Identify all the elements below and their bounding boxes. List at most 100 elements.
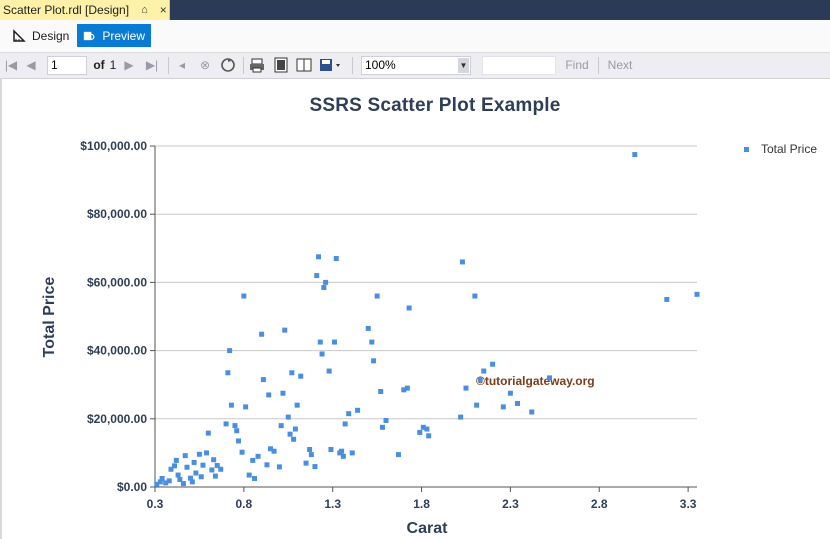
data-point [184, 464, 190, 470]
data-point [241, 293, 247, 299]
data-point [463, 385, 469, 391]
data-point [266, 392, 272, 398]
data-point [307, 446, 313, 452]
data-point [339, 448, 345, 454]
first-page-icon[interactable]: |◀ [4, 58, 18, 72]
previous-page-icon[interactable]: ◀ [26, 58, 36, 72]
data-point [349, 450, 355, 456]
data-point [314, 273, 320, 279]
data-point [417, 429, 423, 435]
data-point [378, 389, 384, 395]
data-point [355, 407, 361, 413]
data-point [420, 424, 426, 430]
print-icon[interactable] [248, 55, 266, 75]
x-tick-label: 3.3 [680, 497, 697, 511]
print-layout-icon[interactable] [272, 55, 290, 75]
data-point [298, 373, 304, 379]
data-point [365, 325, 371, 331]
data-point [342, 421, 348, 427]
of-label: of [93, 58, 105, 72]
stop-icon[interactable]: ⊗ [199, 58, 211, 72]
data-point [285, 414, 291, 420]
data-point [326, 368, 332, 374]
data-point [481, 368, 487, 374]
data-point [234, 428, 240, 434]
data-point [490, 361, 496, 367]
page-setup-icon[interactable] [295, 55, 313, 75]
data-point [333, 256, 339, 262]
total-pages-label: 1 [109, 58, 117, 72]
data-point [424, 426, 430, 432]
x-tick-label: 2.8 [591, 497, 608, 511]
data-point [227, 348, 233, 354]
data-point [225, 370, 231, 376]
back-icon[interactable]: ◂ [178, 58, 186, 72]
data-point [308, 452, 314, 458]
data-point [401, 387, 407, 393]
data-point [282, 327, 288, 333]
data-point [379, 424, 385, 430]
data-point [154, 481, 160, 487]
page-number-input[interactable]: 1 [47, 56, 87, 75]
data-point [259, 331, 265, 337]
data-point [319, 351, 325, 357]
data-point [228, 402, 234, 408]
document-tab[interactable]: Scatter Plot.rdl [Design] ⌂ × [0, 0, 170, 20]
data-point [205, 430, 211, 436]
data-point [547, 375, 553, 381]
find-button[interactable]: Find [565, 58, 589, 72]
data-point [200, 462, 206, 468]
data-point [328, 446, 334, 452]
data-point [211, 457, 217, 463]
last-page-icon[interactable]: ▶| [145, 58, 159, 72]
refresh-icon[interactable] [219, 55, 237, 75]
find-input[interactable] [482, 56, 556, 75]
data-point [255, 453, 261, 459]
data-point [189, 479, 195, 485]
preview-button[interactable]: Preview [77, 24, 151, 47]
data-point [271, 448, 277, 454]
data-point [166, 478, 172, 484]
zoom-select[interactable]: 100% ▼ [361, 56, 471, 75]
zoom-value: 100% [365, 58, 396, 72]
data-point [175, 472, 181, 478]
data-point [196, 451, 202, 457]
close-icon[interactable]: × [159, 3, 167, 17]
x-axis-title: Carat [406, 520, 448, 537]
data-point [204, 450, 210, 456]
data-point [246, 472, 252, 478]
data-point [458, 414, 464, 420]
mode-bar: Design Preview [0, 20, 830, 53]
data-point [212, 473, 218, 479]
data-point [472, 293, 478, 299]
data-point [232, 423, 238, 429]
x-tick-label: 0.3 [147, 497, 164, 511]
export-icon[interactable] [318, 55, 344, 75]
y-tick-label: $60,000.00 [87, 275, 147, 289]
data-point [173, 457, 179, 463]
data-point [507, 390, 513, 396]
data-point [223, 421, 229, 427]
design-label: Design [32, 28, 70, 43]
y-tick-label: $20,000.00 [87, 412, 147, 426]
next-page-icon[interactable]: ▶ [124, 58, 134, 72]
data-point [323, 279, 329, 285]
chevron-down-icon: ▼ [458, 58, 469, 73]
next-button[interactable]: Next [607, 58, 633, 72]
data-point [694, 291, 700, 297]
data-point [188, 475, 194, 481]
data-point [276, 464, 282, 470]
document-tab-strip: Scatter Plot.rdl [Design] ⌂ × [0, 0, 830, 20]
y-tick-label: $0.00 [117, 480, 147, 494]
data-point [292, 426, 298, 432]
pin-icon[interactable]: ⌂ [141, 4, 148, 16]
data-point [315, 254, 321, 260]
data-point [303, 460, 309, 466]
watermark: ©tutorialgateway.org [476, 374, 595, 388]
data-point [321, 285, 327, 291]
data-point [280, 390, 286, 396]
data-point [182, 453, 188, 459]
data-point [191, 459, 197, 465]
design-button[interactable]: Design [6, 24, 75, 47]
data-point [193, 470, 199, 476]
